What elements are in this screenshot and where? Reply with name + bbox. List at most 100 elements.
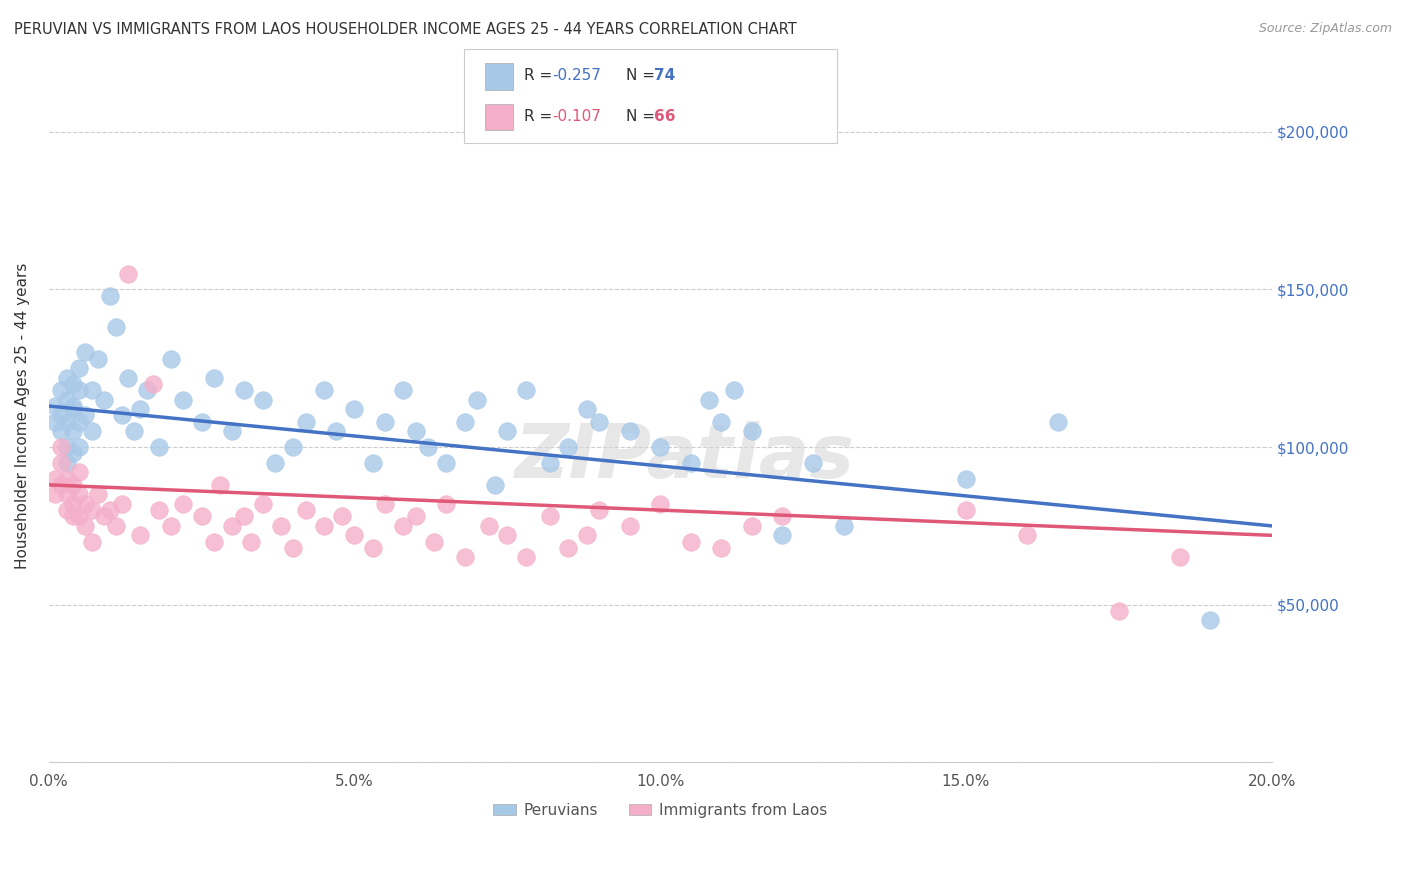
Point xyxy=(515,383,537,397)
Point xyxy=(190,415,212,429)
Point xyxy=(252,497,274,511)
Point xyxy=(557,541,579,555)
Text: Source: ZipAtlas.com: Source: ZipAtlas.com xyxy=(1258,22,1392,36)
Point xyxy=(56,370,79,384)
Point xyxy=(1108,604,1130,618)
Point xyxy=(75,519,97,533)
Point xyxy=(496,424,519,438)
Point xyxy=(49,424,72,438)
Point xyxy=(955,503,977,517)
Point xyxy=(575,402,598,417)
Point xyxy=(416,440,439,454)
Point xyxy=(1199,614,1222,628)
Point xyxy=(67,361,90,376)
Point xyxy=(111,409,134,423)
Point xyxy=(343,402,366,417)
Text: R =: R = xyxy=(524,109,558,124)
Point xyxy=(190,509,212,524)
Point xyxy=(105,320,128,334)
Point xyxy=(160,519,183,533)
Text: N =: N = xyxy=(626,109,659,124)
Text: -0.107: -0.107 xyxy=(553,109,602,124)
Point xyxy=(423,534,446,549)
Point xyxy=(49,383,72,397)
Point xyxy=(588,503,610,517)
Point xyxy=(679,534,702,549)
Point xyxy=(86,487,108,501)
Point xyxy=(62,509,84,524)
Point xyxy=(515,550,537,565)
Point xyxy=(434,497,457,511)
Point xyxy=(361,541,384,555)
Point xyxy=(75,497,97,511)
Point xyxy=(1168,550,1191,565)
Point xyxy=(801,456,824,470)
Point xyxy=(283,541,305,555)
Point xyxy=(312,519,335,533)
Text: N =: N = xyxy=(626,68,659,83)
Point xyxy=(75,409,97,423)
Point xyxy=(453,550,475,565)
Point xyxy=(67,440,90,454)
Point xyxy=(202,370,225,384)
Point xyxy=(434,456,457,470)
Point xyxy=(575,528,598,542)
Point xyxy=(465,392,488,407)
Point xyxy=(117,267,139,281)
Point xyxy=(650,440,672,454)
Y-axis label: Householder Income Ages 25 - 44 years: Householder Income Ages 25 - 44 years xyxy=(15,262,30,569)
Point xyxy=(62,376,84,391)
Point xyxy=(75,345,97,359)
Point xyxy=(208,478,231,492)
Point xyxy=(697,392,720,407)
Point xyxy=(44,415,66,429)
Text: PERUVIAN VS IMMIGRANTS FROM LAOS HOUSEHOLDER INCOME AGES 25 - 44 YEARS CORRELATI: PERUVIAN VS IMMIGRANTS FROM LAOS HOUSEHO… xyxy=(14,22,797,37)
Point xyxy=(283,440,305,454)
Point xyxy=(124,424,146,438)
Point xyxy=(538,456,561,470)
Point xyxy=(325,424,347,438)
Point xyxy=(453,415,475,429)
Text: -0.257: -0.257 xyxy=(553,68,602,83)
Point xyxy=(710,415,733,429)
Point xyxy=(294,503,316,517)
Point xyxy=(239,534,262,549)
Point xyxy=(723,383,745,397)
Point xyxy=(710,541,733,555)
Point xyxy=(86,351,108,366)
Point xyxy=(62,402,84,417)
Point xyxy=(67,415,90,429)
Point xyxy=(221,519,243,533)
Point xyxy=(484,478,506,492)
Point xyxy=(955,472,977,486)
Point xyxy=(93,509,115,524)
Point xyxy=(148,440,170,454)
Point xyxy=(202,534,225,549)
Point xyxy=(233,509,256,524)
Text: 66: 66 xyxy=(654,109,675,124)
Point xyxy=(148,503,170,517)
Point xyxy=(264,456,287,470)
Point xyxy=(496,528,519,542)
Point xyxy=(62,424,84,438)
Point xyxy=(117,370,139,384)
Point xyxy=(330,509,353,524)
Point xyxy=(772,528,794,542)
Point xyxy=(80,534,103,549)
Point xyxy=(56,415,79,429)
Point xyxy=(478,519,501,533)
Point xyxy=(111,497,134,511)
Point xyxy=(312,383,335,397)
Point xyxy=(650,497,672,511)
Point xyxy=(343,528,366,542)
Point xyxy=(619,424,641,438)
Point xyxy=(62,497,84,511)
Point xyxy=(129,528,152,542)
Point xyxy=(538,509,561,524)
Point xyxy=(392,519,415,533)
Point xyxy=(129,402,152,417)
Point xyxy=(374,497,396,511)
Text: R =: R = xyxy=(524,68,558,83)
Point xyxy=(67,487,90,501)
Point xyxy=(80,503,103,517)
